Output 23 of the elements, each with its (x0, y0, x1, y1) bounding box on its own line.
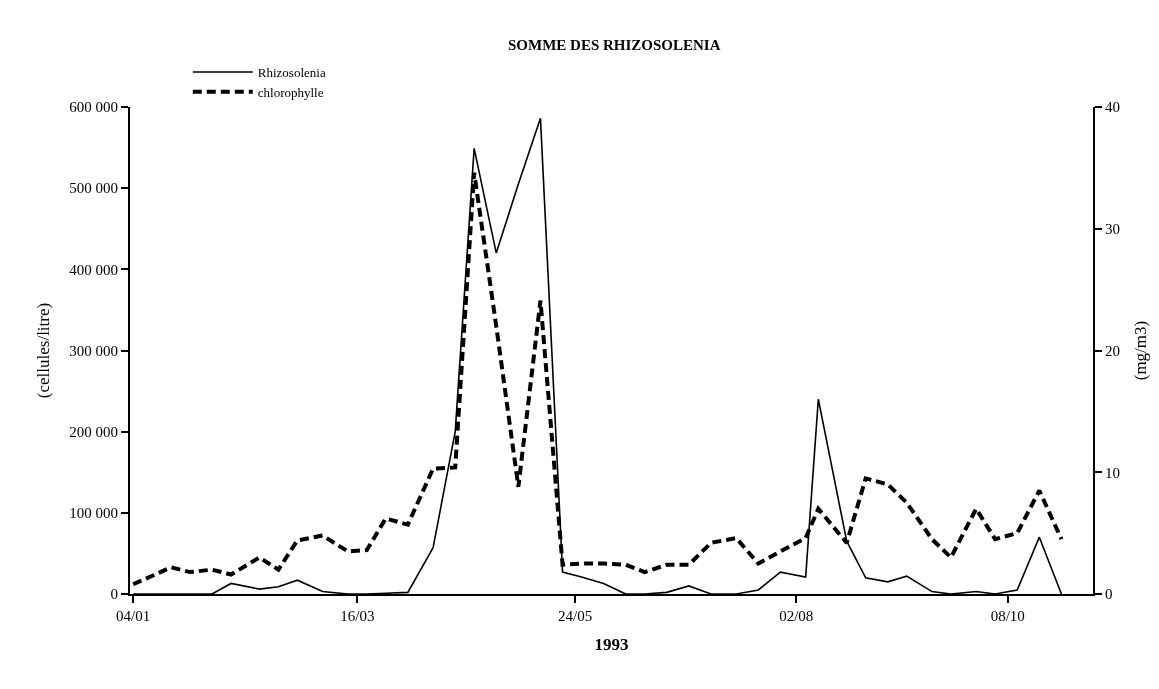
y2-tick-label: 10 (1105, 464, 1120, 481)
y-tick-label: 500 000 (69, 180, 118, 197)
y2-tick-label: 20 (1105, 342, 1120, 359)
y2-axis-title: (mg/m3) (1130, 320, 1150, 381)
legend-label: chlorophylle (257, 84, 324, 100)
y-tick-label: 200 000 (69, 423, 118, 440)
y2-tick-label: 30 (1105, 221, 1120, 237)
x-axis-title: 1993 (594, 634, 629, 654)
x-tick-label: 24/05 (558, 608, 593, 624)
x-tick-label: 02/08 (779, 608, 814, 624)
chart-title: SOMME DES RHIZOSOLENIA (508, 37, 721, 54)
y2-tick-label: 0 (1105, 586, 1113, 603)
x-tick-label: 08/10 (990, 608, 1025, 624)
y-tick-label: 0 (110, 586, 118, 603)
y-tick-label: 100 000 (69, 505, 118, 522)
y-tick-label: 400 000 (69, 261, 118, 278)
legend-label: Rhizosolenia (257, 65, 326, 81)
y2-tick-label: 40 (1105, 99, 1120, 116)
y-tick-label: 600 000 (69, 99, 118, 116)
x-tick-label: 16/03 (340, 608, 375, 624)
y-tick-label: 300 000 (69, 342, 118, 359)
x-tick-label: 04/01 (116, 608, 151, 624)
y-axis-title: (cellules/litre) (34, 302, 54, 399)
